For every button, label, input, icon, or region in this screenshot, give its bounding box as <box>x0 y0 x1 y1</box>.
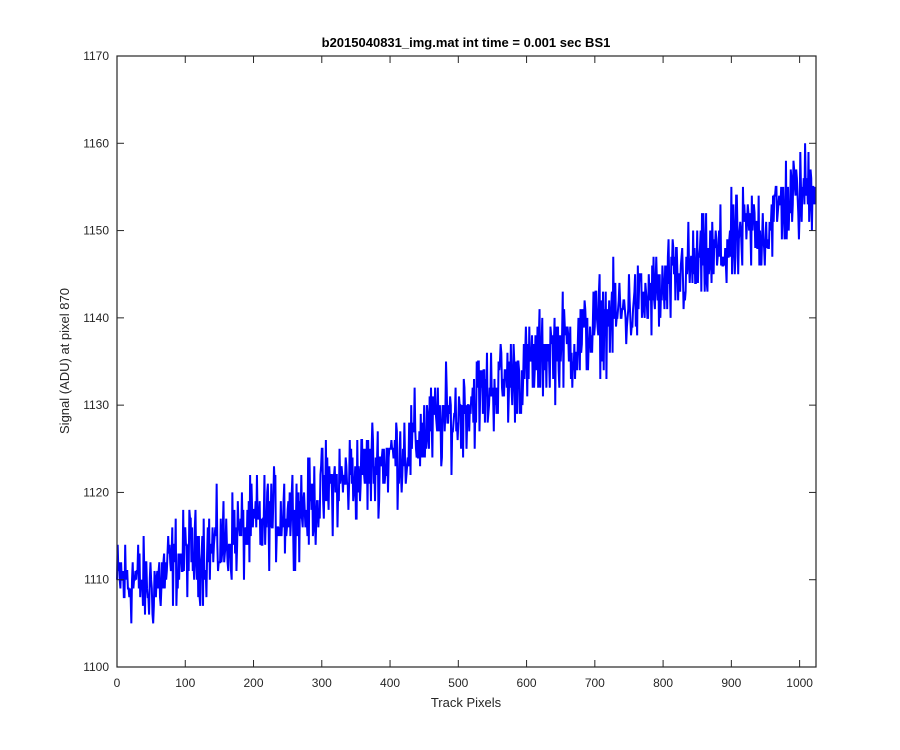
axes-layer: 0 100 200 300 400 500 600 700 800 900 1000 1100 1110… <box>83 49 817 690</box>
x-tick-label: 1000 <box>786 676 813 690</box>
x-tick-label: 600 <box>517 676 537 690</box>
x-tick-label: 200 <box>244 676 264 690</box>
series-line-0 <box>116 143 817 624</box>
y-tick-label: 1140 <box>83 311 109 325</box>
x-tick-label: 900 <box>721 676 741 690</box>
x-tick-label: 800 <box>653 676 673 690</box>
series-layer <box>116 143 817 624</box>
y-tick-label: 1110 <box>84 573 109 587</box>
x-tick-label: 300 <box>312 676 332 690</box>
y-axis-label: Signal (ADU) at pixel 870 <box>57 288 72 434</box>
x-tick-label: 100 <box>175 676 195 690</box>
y-tick-label: 1170 <box>83 49 109 63</box>
y-tick-label: 1130 <box>83 398 109 412</box>
y-tick-label: 1100 <box>83 660 109 674</box>
chart-title: b2015040831_img.mat int time = 0.001 sec… <box>322 35 611 50</box>
x-tick-label: 400 <box>380 676 400 690</box>
y-tick-label: 1160 <box>83 136 109 150</box>
y-tick-label: 1150 <box>83 224 109 238</box>
x-tick-label: 500 <box>448 676 468 690</box>
plot-area <box>117 56 816 667</box>
x-tick-label: 0 <box>114 676 121 690</box>
x-axis-label: Track Pixels <box>431 695 502 710</box>
x-tick-label: 700 <box>585 676 605 690</box>
y-tick-label: 1120 <box>83 485 109 499</box>
axes-box <box>116 55 817 668</box>
